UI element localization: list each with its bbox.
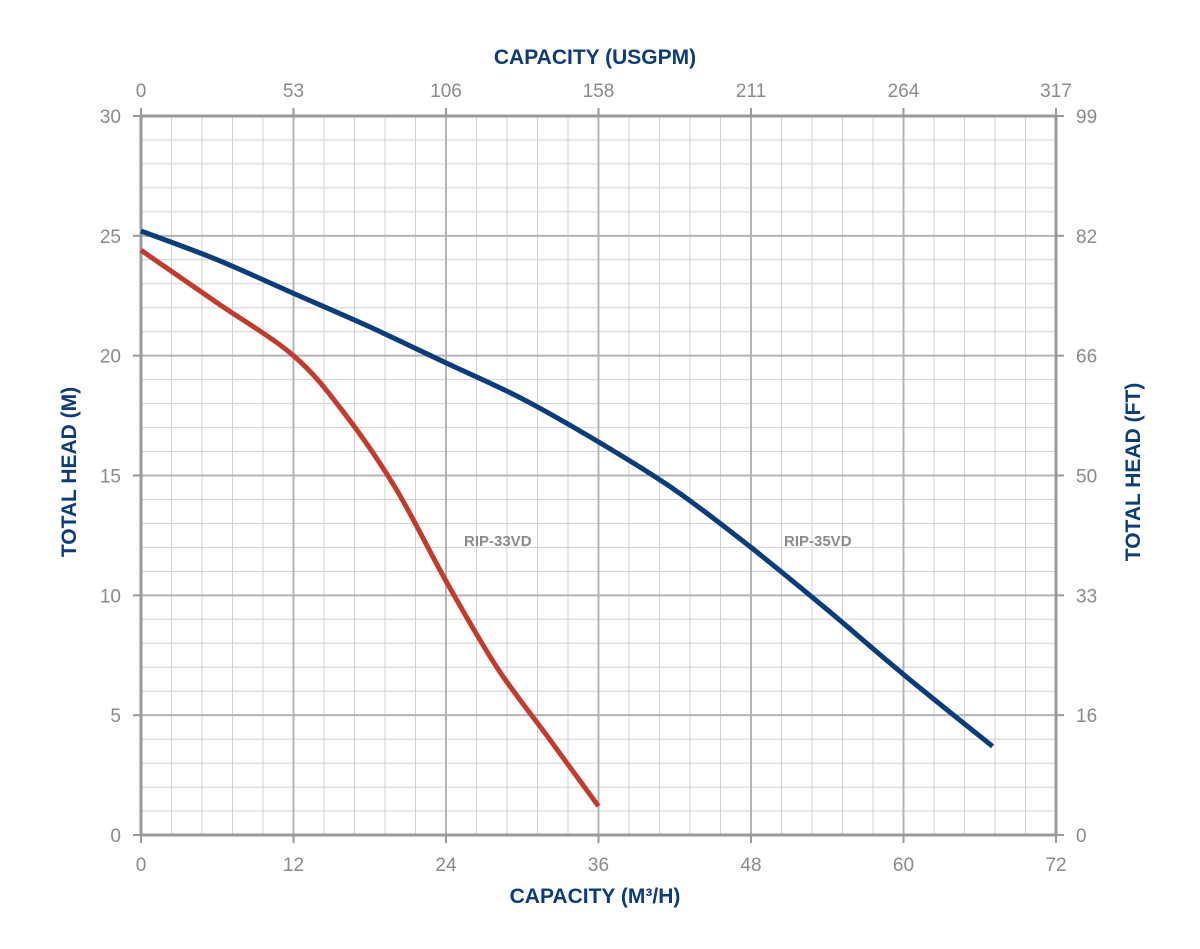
series-label-rip-35vd: RIP-35VD — [784, 533, 852, 550]
grid — [141, 116, 1056, 835]
x2-tick-label: 0 — [136, 81, 147, 102]
y2-axis-title: TOTAL HEAD (FT) — [1122, 383, 1145, 561]
x-tick-label: 0 — [136, 855, 147, 876]
x-tick-label: 12 — [283, 855, 304, 876]
y2-tick-label: 0 — [1076, 826, 1087, 847]
y2-tick-label: 82 — [1076, 227, 1097, 248]
y-tick-label: 20 — [100, 347, 121, 368]
x-tick-label: 72 — [1045, 855, 1066, 876]
x2-tick-label: 158 — [583, 81, 615, 102]
y-tick-label: 10 — [100, 586, 121, 607]
x-tick-label: 60 — [893, 855, 914, 876]
series-label-rip-33vd: RIP-33VD — [464, 533, 532, 550]
y2-tick-label: 50 — [1076, 467, 1097, 488]
x2-tick-label: 317 — [1040, 81, 1072, 102]
series-lines — [139, 228, 995, 808]
y-tick-label: 15 — [100, 467, 121, 488]
tick-labels: 0 12 24 36 48 60 72 0 53 106 158 211 264 317 0 5 10 15 20 2… — [100, 81, 1097, 876]
plot-frame — [133, 108, 1064, 843]
y-tick-label: 30 — [100, 107, 121, 128]
x2-tick-label: 264 — [888, 81, 920, 102]
x2-tick-label: 211 — [736, 81, 766, 102]
series-line-rip-35vd — [140, 228, 995, 749]
x2-tick-label: 53 — [283, 81, 304, 102]
x2-axis-title: CAPACITY (USGPM) — [494, 46, 696, 69]
x2-tick-label: 106 — [430, 81, 462, 102]
y-tick-label: 25 — [100, 227, 121, 248]
y2-tick-label: 16 — [1076, 706, 1097, 727]
x-tick-label: 24 — [435, 855, 457, 876]
y2-tick-label: 33 — [1076, 586, 1097, 607]
x-tick-label: 36 — [588, 855, 609, 876]
y-tick-label: 5 — [110, 706, 121, 727]
x-tick-label: 48 — [740, 855, 761, 876]
series-line-rip-33vd — [139, 248, 601, 808]
y-tick-label: 0 — [110, 826, 121, 847]
y-axis-title: TOTAL HEAD (M) — [58, 387, 81, 557]
y2-tick-label: 99 — [1076, 107, 1097, 128]
y2-tick-label: 66 — [1076, 347, 1097, 368]
x-axis-title: CAPACITY (M³/H) — [510, 885, 681, 908]
